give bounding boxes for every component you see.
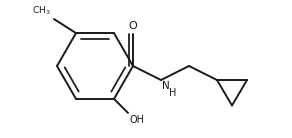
Text: CH$_3$: CH$_3$	[32, 5, 51, 17]
Text: O: O	[128, 21, 137, 31]
Text: H: H	[169, 88, 176, 98]
Text: N: N	[162, 81, 170, 91]
Text: OH: OH	[130, 115, 145, 125]
